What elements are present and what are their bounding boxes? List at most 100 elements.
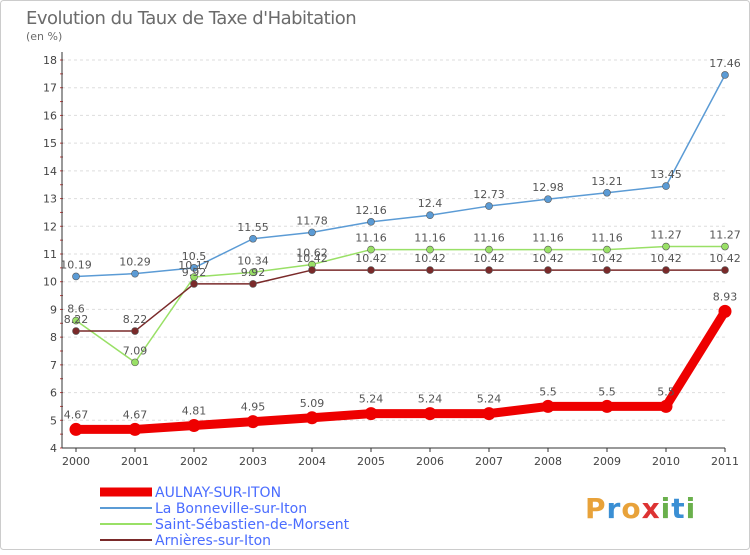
- data-label: 5.5: [539, 385, 557, 398]
- grid-lines: [62, 59, 725, 449]
- data-point: [72, 316, 80, 325]
- brand-letter: o: [621, 492, 641, 525]
- data-point: [367, 218, 375, 226]
- y-tick-label: 6: [50, 387, 57, 400]
- x-tick-label: 2011: [711, 455, 739, 468]
- x-tick-label: 2002: [180, 455, 208, 468]
- data-label: 8.6: [67, 303, 85, 316]
- data-label: 11.16: [591, 232, 623, 245]
- data-point: [721, 242, 729, 251]
- data-point: [190, 264, 198, 272]
- data-point: [485, 266, 493, 274]
- data-label: 10.42: [473, 252, 505, 265]
- data-label: 10.62: [296, 247, 328, 260]
- data-label: 4.67: [123, 408, 148, 421]
- brand-text: Proxiti: [585, 492, 696, 525]
- y-tick-label: 11: [43, 248, 57, 261]
- data-label: 12.4: [418, 197, 443, 210]
- y-tick-label: 14: [43, 165, 57, 178]
- data-point: [72, 327, 80, 335]
- data-point: [544, 266, 552, 274]
- data-label: 10.42: [296, 252, 328, 265]
- x-tick-label: 2003: [239, 455, 267, 468]
- x-tick-label: 2005: [357, 455, 385, 468]
- data-label: 12.98: [532, 181, 564, 194]
- data-label: 11.78: [296, 214, 328, 227]
- data-label: 5.5: [598, 385, 616, 398]
- data-point: [367, 245, 375, 254]
- x-tick-label: 2004: [298, 455, 326, 468]
- data-label: 8.22: [64, 313, 89, 326]
- x-tick-label: 2010: [652, 455, 680, 468]
- x-tick-label: 2008: [534, 455, 562, 468]
- data-label: 9.92: [182, 266, 207, 279]
- data-point: [541, 399, 555, 413]
- data-point: [69, 422, 83, 436]
- data-point: [662, 242, 670, 251]
- data-label: 10.42: [355, 252, 387, 265]
- brand-letter: t: [671, 492, 685, 525]
- y-tick-label: 9: [50, 303, 57, 316]
- data-label: 8.93: [713, 290, 738, 303]
- brand-letter: r: [607, 492, 622, 525]
- data-point: [485, 245, 493, 254]
- data-label: 10.5: [182, 250, 207, 263]
- data-label: 4.95: [241, 401, 266, 414]
- y-tick-label: 16: [43, 109, 57, 122]
- x-tick-label: 2007: [475, 455, 503, 468]
- data-point: [659, 399, 673, 413]
- y-tick-label: 17: [43, 82, 57, 95]
- y-tick-label: 15: [43, 137, 57, 150]
- data-point: [718, 304, 732, 318]
- data-point: [600, 399, 614, 413]
- axes: 4 5 6 7 8 9 10 11 12 13 14 15 16 17 18 2000 2001 2002 2003…: [43, 52, 739, 468]
- y-tick-label: 7: [50, 359, 57, 372]
- data-point: [249, 268, 257, 277]
- proxiti-logo: Proxiti: [585, 492, 696, 525]
- x-tick-label: 2009: [593, 455, 621, 468]
- data-point: [544, 195, 552, 203]
- data-label: 10.42: [591, 252, 623, 265]
- data-label: 4.81: [182, 405, 207, 418]
- data-label: 5.09: [300, 397, 325, 410]
- data-point: [603, 245, 611, 254]
- y-tick-label: 12: [43, 220, 57, 233]
- data-label: 4.67: [64, 408, 89, 421]
- x-tick-label: 2000: [62, 455, 90, 468]
- series-line-3: [75, 269, 726, 332]
- data-label: 5.24: [418, 393, 443, 406]
- data-point: [131, 358, 139, 367]
- data-point: [249, 280, 257, 288]
- data-point: [662, 182, 670, 190]
- data-point: [246, 415, 260, 429]
- data-label: 5.24: [477, 393, 502, 406]
- data-labels-layer: 10.19 10.29 10.5 11.55 11.78 12.16 12.4 12.73 12…: [60, 57, 741, 421]
- data-point: [364, 407, 378, 421]
- data-label: 10.19: [60, 258, 92, 271]
- data-point: [721, 71, 729, 79]
- data-point: [423, 407, 437, 421]
- data-point: [603, 266, 611, 274]
- data-point: [128, 422, 142, 436]
- data-label: 10.42: [709, 252, 741, 265]
- series-line-1: [75, 74, 726, 278]
- x-tick-label: 2006: [416, 455, 444, 468]
- data-point: [305, 411, 319, 425]
- data-label: 11.16: [532, 232, 564, 245]
- data-point: [603, 188, 611, 197]
- data-label: 10.17: [178, 259, 210, 272]
- x-tick-label: 2001: [121, 455, 149, 468]
- data-point: [249, 234, 257, 243]
- data-point: [485, 202, 493, 210]
- data-label: 5.5: [657, 385, 675, 398]
- data-point: [426, 266, 434, 274]
- data-label: 13.21: [591, 175, 623, 188]
- data-label: 10.42: [650, 252, 682, 265]
- data-point: [544, 245, 552, 254]
- brand-letter: i: [686, 492, 697, 525]
- data-point: [367, 266, 375, 274]
- data-label: 11.55: [237, 221, 269, 234]
- series-line-4: [71, 306, 730, 434]
- y-tick-label: 18: [43, 54, 57, 67]
